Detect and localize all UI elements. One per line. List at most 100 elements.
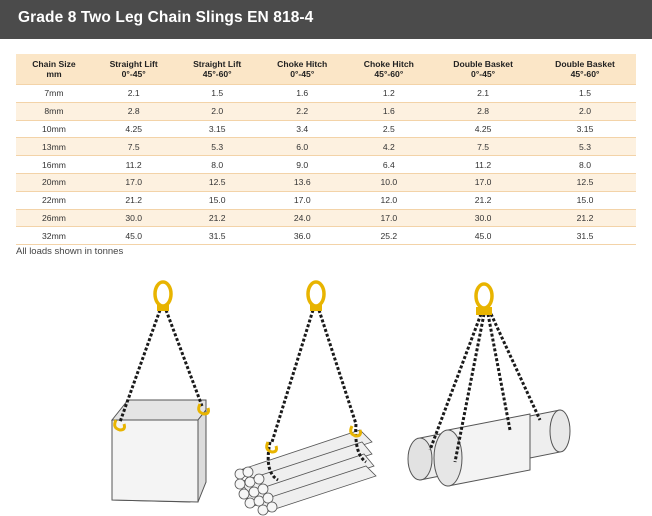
load-value-cell: 30.0 [432,209,535,228]
double-basket-illustration [407,282,571,487]
load-value-cell: 2.1 [432,84,535,103]
column-header-line2: 45°-60° [202,69,232,79]
column-header-line2: mm [46,69,62,79]
load-value-cell: 4.25 [432,120,535,139]
load-value-cell: 10.0 [345,173,433,192]
load-value-cell: 2.1 [91,84,176,103]
load-value-cell: 17.0 [345,209,433,228]
load-value-cell: 24.0 [258,209,346,228]
load-value-cell: 6.4 [345,155,433,174]
hook-icon [113,419,126,432]
load-value-cell: 17.0 [258,191,346,210]
master-link-icon [474,282,494,310]
load-value-cell: 1.5 [175,84,259,103]
column-header-line1: Choke Hitch [277,59,328,69]
load-value-cell: 8.0 [175,155,259,174]
load-value-cell: 2.2 [258,102,346,121]
load-value-cell: 2.5 [345,120,433,139]
load-table: Chain Size mm Straight Lift 0°-45° Straight … [16,54,636,246]
table-row: 32mm 45.0 31.5 36.0 25.2 45.0 31.5 [16,226,636,246]
column-header-line2: 45°-60° [570,69,600,79]
chain-size-cell: 13mm [16,137,92,157]
load-value-cell: 17.0 [91,173,176,192]
load-value-cell: 6.0 [258,137,346,157]
units-note: All loads shown in tonnes [16,246,124,257]
load-value-cell: 8.0 [534,155,636,174]
chain-size-cell: 10mm [16,120,92,139]
load-value-cell: 31.5 [175,226,259,246]
load-value-cell: 15.0 [534,191,636,210]
load-value-cell: 12.5 [175,173,259,192]
table-body: 7mm 2.1 1.5 1.6 1.2 2.1 1.5 8mm 2.8 2.0 2.2 1.6 2.8 2… [16,84,636,246]
table-row: 8mm 2.8 2.0 2.2 1.6 2.8 2.0 [16,102,636,121]
column-header: Chain Size mm [16,54,92,85]
load-value-cell: 4.2 [345,137,433,157]
load-value-cell: 12.0 [345,191,433,210]
chain-size-cell: 20mm [16,173,92,192]
column-header-line1: Double Basket [555,59,615,69]
column-header-line1: Straight Lift [109,59,158,69]
sling-illustrations [110,280,571,516]
chain-size-cell: 7mm [16,84,92,103]
table-row: 7mm 2.1 1.5 1.6 1.2 2.1 1.5 [16,84,636,103]
load-value-cell: 1.5 [534,84,636,103]
load-value-cell: 30.0 [91,209,176,228]
load-value-cell: 11.2 [91,155,176,174]
load-value-cell: 1.6 [345,102,433,121]
column-header-line2: 45°-60° [374,69,404,79]
column-header-line2: 0°-45° [290,69,315,79]
column-header-line1: Straight Lift [193,59,242,69]
chain-size-cell: 22mm [16,191,92,210]
column-header: Choke Hitch 45°-60° [345,54,433,85]
column-header: Double Basket 45°-60° [534,54,636,85]
table-row: 26mm 30.0 21.2 24.0 17.0 30.0 21.2 [16,209,636,228]
page-header: Grade 8 Two Leg Chain Slings EN 818-4 [0,0,652,39]
load-value-cell: 31.5 [534,226,636,246]
page-title: Grade 8 Two Leg Chain Slings EN 818-4 [18,9,314,26]
choke-hitch-illustration [234,280,377,516]
table-row: 20mm 17.0 12.5 13.6 10.0 17.0 12.5 [16,173,636,192]
hook-icon [265,441,278,454]
load-value-cell: 3.4 [258,120,346,139]
hook-icon [197,403,210,416]
column-header: Choke Hitch 0°-45° [258,54,346,85]
load-value-cell: 7.5 [432,137,535,157]
chain-size-cell: 32mm [16,226,92,246]
load-value-cell: 9.0 [258,155,346,174]
load-value-cell: 21.2 [432,191,535,210]
load-value-cell: 5.3 [175,137,259,157]
load-value-cell: 2.8 [432,102,535,121]
straight-lift-illustration [110,280,210,503]
load-value-cell: 5.3 [534,137,636,157]
chain-size-cell: 8mm [16,102,92,121]
load-value-cell: 13.6 [258,173,346,192]
load-value-cell: 2.8 [91,102,176,121]
master-link-icon [153,280,173,308]
load-value-cell: 25.2 [345,226,433,246]
load-value-cell: 15.0 [175,191,259,210]
column-header: Straight Lift 45°-60° [175,54,259,85]
load-value-cell: 3.15 [175,120,259,139]
load-value-cell: 7.5 [91,137,176,157]
load-value-cell: 36.0 [258,226,346,246]
table-row: 13mm 7.5 5.3 6.0 4.2 7.5 5.3 [16,137,636,157]
column-header: Double Basket 0°-45° [432,54,535,85]
load-value-cell: 21.2 [534,209,636,228]
hook-icon [349,425,362,438]
load-value-cell: 4.25 [91,120,176,139]
load-value-cell: 45.0 [432,226,535,246]
table-row: 22mm 21.2 15.0 17.0 12.0 21.2 15.0 [16,191,636,210]
load-value-cell: 12.5 [534,173,636,192]
table-header-row: Chain Size mm Straight Lift 0°-45° Straight … [16,54,636,85]
column-header-line1: Chain Size [32,59,76,69]
table-row: 10mm 4.25 3.15 3.4 2.5 4.25 3.15 [16,120,636,139]
column-header: Straight Lift 0°-45° [91,54,176,85]
column-header-line1: Choke Hitch [363,59,414,69]
load-value-cell: 3.15 [534,120,636,139]
load-value-cell: 45.0 [91,226,176,246]
load-value-cell: 17.0 [432,173,535,192]
load-value-cell: 21.2 [91,191,176,210]
load-value-cell: 21.2 [175,209,259,228]
load-value-cell: 2.0 [534,102,636,121]
load-value-cell: 1.2 [345,84,433,103]
